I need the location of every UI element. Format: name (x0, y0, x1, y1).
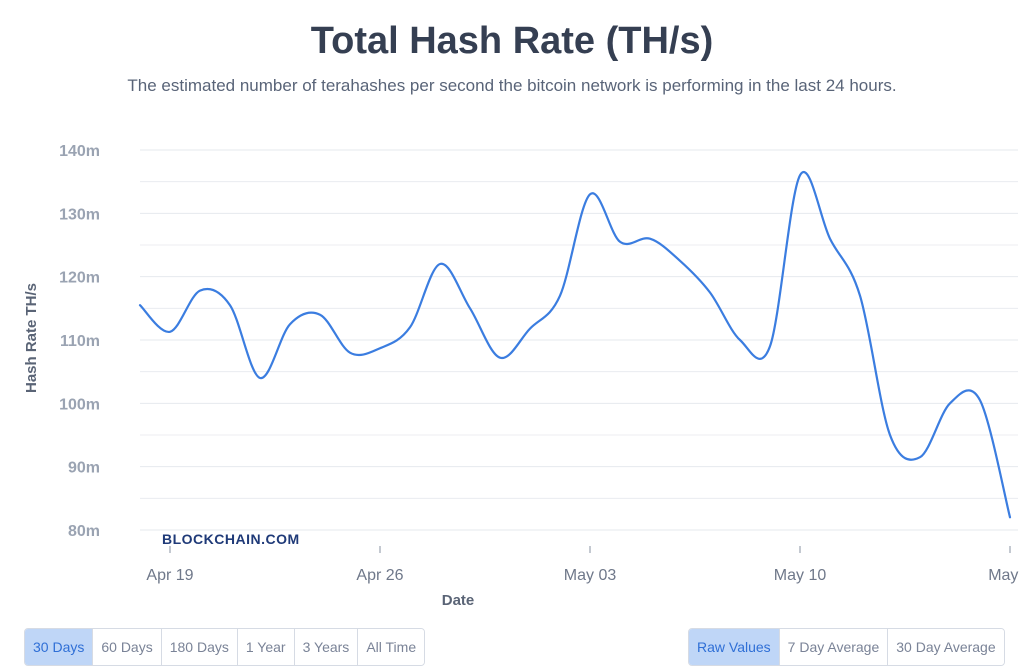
y-tick-label: 100m (59, 396, 100, 413)
range-30-days-button[interactable]: 30 Days (25, 629, 94, 665)
mode-raw-values-button[interactable]: Raw Values (689, 629, 780, 665)
page-title: Total Hash Rate (TH/s) (310, 20, 714, 62)
y-tick-label: 90m (68, 460, 100, 477)
range-3-years-button[interactable]: 3 Years (294, 629, 359, 665)
blockchain-logo-watermark: BLOCKCHAIN.COM (162, 531, 300, 547)
x-tick-label: Apr 26 (356, 567, 403, 584)
hash-rate-chart: 80m 90m 100m 110m 120m 130m 140m Hash Rate TH/s… (23, 143, 1024, 609)
mode-30-day-average-button[interactable]: 30 Day Average (888, 629, 1004, 665)
x-tick-label: May 10 (774, 567, 827, 584)
time-range-selector: 30 Days 60 Days 180 Days 1 Year 3 Years All T… (24, 628, 426, 666)
x-tick-label: May 1 (988, 567, 1024, 584)
x-tick-label: Apr 19 (146, 567, 193, 584)
hash-rate-series-line (138, 171, 1012, 519)
range-all-time-button[interactable]: All Time (358, 629, 425, 665)
y-tick-label: 140m (59, 143, 100, 160)
value-mode-selector: Raw Values 7 Day Average 30 Day Average (688, 628, 1005, 666)
y-axis-title: Hash Rate TH/s (23, 283, 40, 393)
y-tick-label: 120m (59, 270, 100, 287)
mode-7-day-average-button[interactable]: 7 Day Average (779, 629, 889, 665)
range-60-days-button[interactable]: 60 Days (93, 629, 162, 665)
y-tick-label: 110m (60, 333, 100, 350)
x-axis-title: Date (442, 592, 475, 609)
y-tick-label: 130m (59, 206, 100, 223)
x-tick-label: May 03 (564, 567, 617, 584)
range-180-days-button[interactable]: 180 Days (161, 629, 238, 665)
range-1-year-button[interactable]: 1 Year (237, 629, 295, 665)
chart-subtitle: The estimated number of terahashes per s… (127, 76, 897, 95)
y-tick-label: 80m (68, 523, 100, 540)
